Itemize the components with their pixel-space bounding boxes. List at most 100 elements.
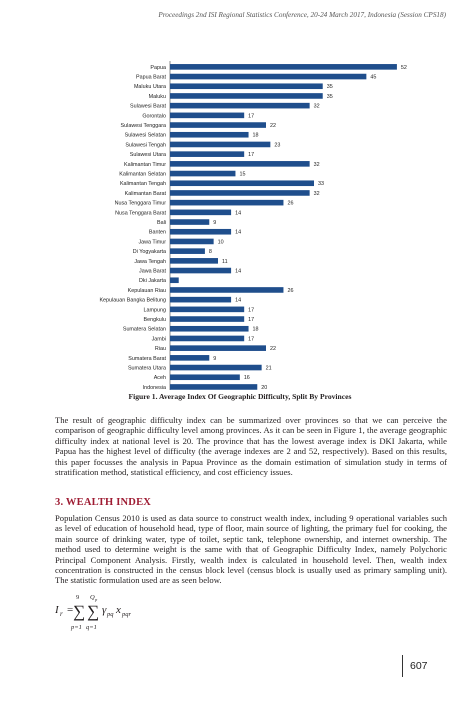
value-label: 17: [248, 307, 254, 313]
formula-term-x-sub: pqr: [121, 611, 132, 618]
category-label: Indonesia: [143, 385, 166, 390]
category-label: Jawa Tengah: [134, 259, 166, 265]
formula-lhs-subscript: r: [60, 610, 63, 618]
category-label: Jambi: [152, 336, 166, 342]
bar: [170, 335, 245, 342]
bar: [170, 364, 262, 371]
bar: [170, 161, 310, 167]
bar: [170, 267, 232, 274]
bar: [170, 131, 249, 138]
bar: [170, 238, 214, 245]
body-paragraph-1: The result of geographic difficulty inde…: [55, 415, 447, 478]
category-label: Sulawesi Utara: [130, 152, 166, 158]
formula-term-x: x: [115, 604, 121, 616]
bar: [170, 316, 245, 322]
bar: [170, 64, 397, 70]
category-label: Maluku: [149, 94, 166, 100]
category-label: Kalimantan Selatan: [119, 171, 166, 177]
bar: [170, 325, 249, 332]
value-label: 14: [235, 268, 241, 274]
value-label: 18: [253, 327, 259, 333]
bar: [170, 258, 218, 264]
bar: [170, 73, 367, 80]
running-header: Proceedings 2nd ISI Regional Statistics …: [158, 11, 446, 19]
bar: [170, 170, 236, 177]
bar: [170, 287, 284, 293]
category-label: Sulawesi Tenggara: [121, 123, 166, 129]
formula-outer-upper: 9: [76, 594, 79, 601]
category-label: Nusa Tenggara Barat: [115, 210, 166, 216]
value-label: 26: [287, 201, 293, 207]
value-label: 16: [244, 375, 250, 381]
category-label: Kalimantan Barat: [125, 191, 167, 197]
formula-lhs: I: [55, 604, 60, 616]
category-label: Papua Barat: [136, 74, 166, 80]
value-label: 17: [248, 113, 254, 119]
category-label: Sumatera Utara: [128, 365, 166, 371]
value-label: 22: [270, 346, 276, 352]
category-label: Sumatera Selatan: [123, 327, 166, 333]
bar: [170, 151, 245, 157]
bar: [170, 93, 323, 99]
chart-layer: Papua 52 Papua Barat 45 Maluku Utara 35 Maluku…: [99, 61, 407, 390]
figure-caption: Figure 1. Average Index Of Geographic Di…: [128, 392, 352, 401]
value-label: 33: [318, 181, 324, 187]
bar: [170, 219, 210, 225]
value-label: 45: [370, 74, 376, 80]
bar: [170, 209, 232, 216]
formula-inner-lower: q=1: [86, 624, 97, 631]
formula-outer-sum: ∑: [73, 602, 85, 621]
value-label: 22: [270, 123, 276, 129]
page-number: 607: [410, 660, 428, 672]
section-heading: 3. WEALTH INDEX: [55, 497, 152, 508]
wealth-index-formula: I r = 9 ∑ p=1 Q p ∑ q=1 γ pq x pqr: [55, 594, 132, 631]
bar: [170, 112, 245, 119]
category-label: Aceh: [154, 375, 166, 381]
bar: [170, 190, 310, 196]
category-label: Dki Jakarta: [139, 278, 166, 284]
bar: [170, 248, 205, 254]
category-label: Riau: [155, 346, 166, 352]
category-label: Kepulauan Riau: [128, 288, 166, 294]
bar: [170, 199, 284, 206]
category-label: Jawa Timur: [138, 239, 166, 245]
formula-inner-sum: ∑: [87, 602, 99, 621]
category-label: Bengkulu: [144, 317, 166, 323]
category-label: Lampung: [144, 307, 166, 313]
formula-term-gamma-sub: pq: [106, 611, 114, 618]
bar: [170, 306, 245, 313]
body-paragraph-2: Population Census 2010 is used as data s…: [55, 513, 447, 586]
value-label: 17: [248, 317, 254, 323]
value-label: 18: [253, 133, 259, 139]
category-label: Kepulauan Bangka Belitung: [99, 298, 166, 304]
bar: [170, 345, 266, 351]
category-label: Di Yogyakarta: [133, 249, 166, 255]
category-label: Gorontalo: [142, 113, 166, 119]
value-label: 20: [261, 385, 267, 390]
bar: [170, 374, 240, 381]
value-label: 35: [327, 84, 333, 90]
value-label: 14: [235, 210, 241, 216]
value-label: 17: [248, 152, 254, 158]
bar: [170, 180, 314, 187]
category-label: Sulawesi Barat: [130, 104, 166, 110]
value-label: 9: [213, 220, 216, 226]
value-label: 32: [314, 104, 320, 110]
bar: [170, 355, 210, 361]
bar: [170, 296, 232, 303]
category-label: Nusa Tenggara Timur: [115, 201, 167, 207]
page-number-divider: [402, 655, 403, 677]
formula-term-gamma: γ: [102, 604, 107, 616]
value-label: 35: [327, 94, 333, 100]
category-label: Papua: [150, 65, 166, 71]
category-label: Jawa Barat: [139, 268, 166, 274]
category-label: Sumatera Barat: [128, 356, 166, 362]
category-label: Kalimantan Timur: [124, 162, 166, 168]
bar: [170, 277, 179, 284]
value-label: 8: [209, 249, 212, 255]
category-label: Kalimantan Tengah: [120, 181, 166, 187]
bar: [170, 384, 258, 390]
category-label: Sulawesi Tengah: [125, 142, 166, 148]
value-label: 11: [222, 259, 228, 265]
value-label: 23: [274, 142, 280, 148]
